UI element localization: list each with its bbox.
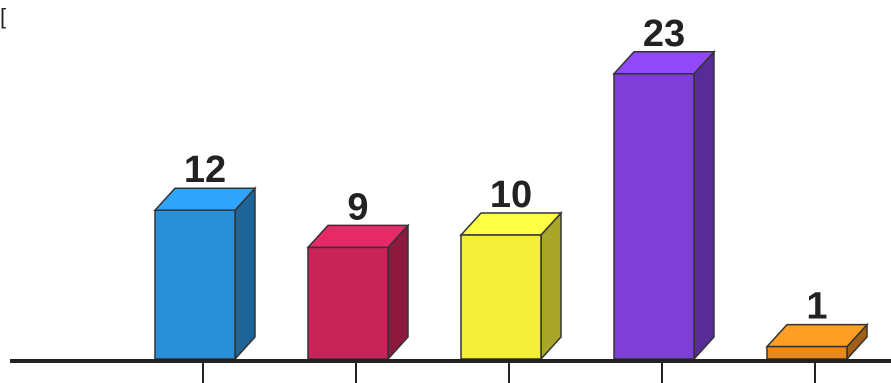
bar-front-face — [766, 345, 848, 360]
bar-side-face — [387, 223, 409, 361]
bar-1 — [153, 186, 257, 361]
bar-front-face — [307, 246, 389, 360]
bar-value-label: 10 — [490, 174, 532, 216]
bar-front-face — [460, 234, 542, 360]
bar-value-label: 12 — [184, 149, 226, 191]
bar-value-label: 23 — [643, 13, 685, 55]
data-labels-layer: 12 9 10 23 1 — [184, 13, 828, 328]
bar-front-face — [613, 73, 695, 360]
bar-value-label: 9 — [347, 186, 368, 228]
bar-2 — [306, 223, 410, 361]
bar-3 — [459, 211, 563, 361]
bar-5 — [765, 322, 869, 361]
bar-4 — [612, 49, 716, 361]
bar-side-face — [693, 49, 715, 361]
bar-side-face — [234, 186, 256, 361]
bar-value-label: 1 — [806, 286, 827, 328]
bar-side-face — [540, 211, 562, 361]
corner-bracket-mark: [ — [0, 4, 7, 29]
x-axis-ticks — [202, 361, 816, 383]
bar-front-face — [154, 209, 236, 360]
